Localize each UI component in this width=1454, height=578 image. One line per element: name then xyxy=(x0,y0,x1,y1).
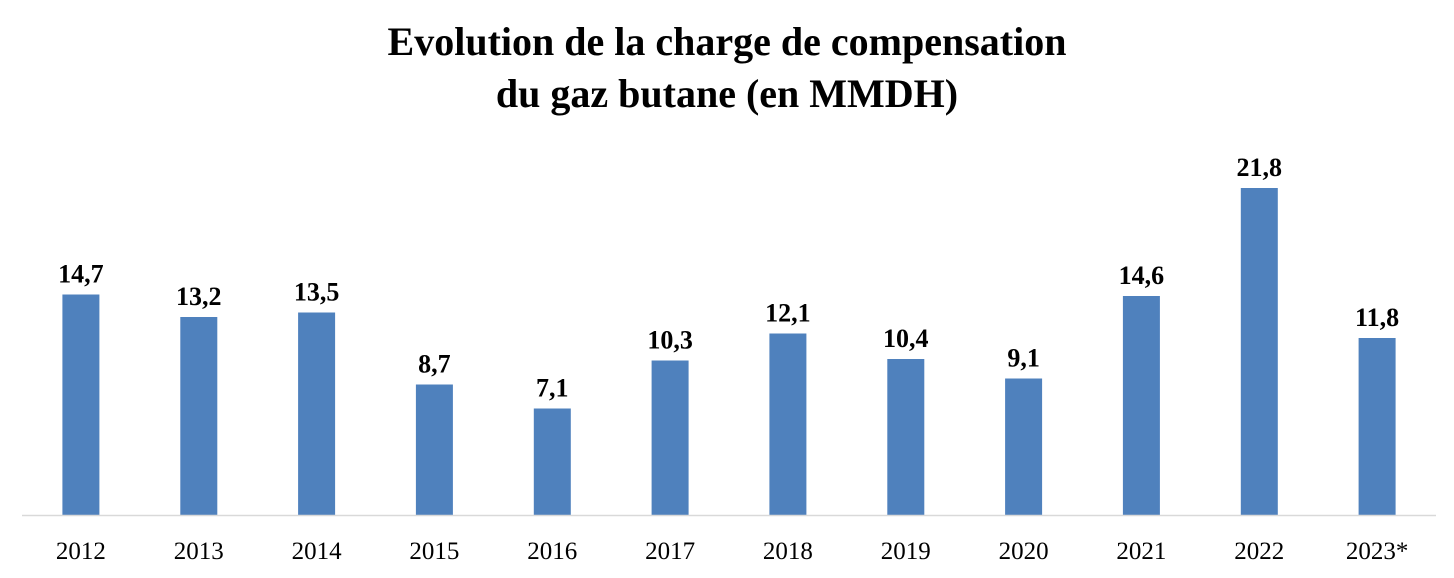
bar-2014 xyxy=(298,312,336,515)
x-tick-label-2013: 2013 xyxy=(174,538,224,565)
chart-title-line-2: du gaz butane (en MMDH) xyxy=(495,71,959,116)
bar-2013 xyxy=(180,317,218,515)
bar-2015 xyxy=(415,384,453,515)
x-tick-label-2014: 2014 xyxy=(292,538,343,565)
data-label-2020: 9,1 xyxy=(1007,344,1040,373)
x-tick-label-2020: 2020 xyxy=(999,538,1049,565)
data-label-2017: 10,3 xyxy=(647,326,693,355)
data-label-2016: 7,1 xyxy=(536,374,569,403)
chart-title-line-1: Evolution de la charge de compensation xyxy=(387,19,1067,64)
x-tick-label-2018: 2018 xyxy=(763,538,813,565)
data-label-2019: 10,4 xyxy=(883,324,929,353)
data-label-2014: 13,5 xyxy=(294,278,340,307)
bar-2020 xyxy=(1005,378,1043,515)
data-label-2023p: 11,8 xyxy=(1355,303,1399,332)
data-label-2013: 13,2 xyxy=(176,282,222,311)
data-label-2022: 21,8 xyxy=(1237,153,1283,182)
bar-2012 xyxy=(62,294,100,515)
chart-title: Evolution de la charge de compensation d… xyxy=(0,16,1454,120)
bar-2021 xyxy=(1122,296,1160,515)
data-label-2015: 8,7 xyxy=(418,350,451,379)
x-tick-label-2021: 2021 xyxy=(1116,538,1166,565)
x-tick-label-2015: 2015 xyxy=(409,538,459,565)
x-tick-label-2023p: 2023* xyxy=(1346,538,1409,565)
bar-2022 xyxy=(1240,188,1278,515)
x-tick-label-2017: 2017 xyxy=(645,538,695,565)
bar-2023p xyxy=(1358,338,1396,515)
bar-2019 xyxy=(887,359,925,515)
data-label-2012: 14,7 xyxy=(58,260,104,289)
bar-2017 xyxy=(651,360,689,515)
x-tick-label-2016: 2016 xyxy=(527,538,577,565)
bar-2016 xyxy=(533,408,571,515)
x-tick-label-2012: 2012 xyxy=(56,538,106,565)
data-label-2021: 14,6 xyxy=(1119,261,1165,290)
x-tick-label-2022: 2022 xyxy=(1234,538,1284,565)
x-tick-label-2019: 2019 xyxy=(881,538,931,565)
bar-2018 xyxy=(769,333,807,515)
data-label-2018: 12,1 xyxy=(765,299,811,328)
